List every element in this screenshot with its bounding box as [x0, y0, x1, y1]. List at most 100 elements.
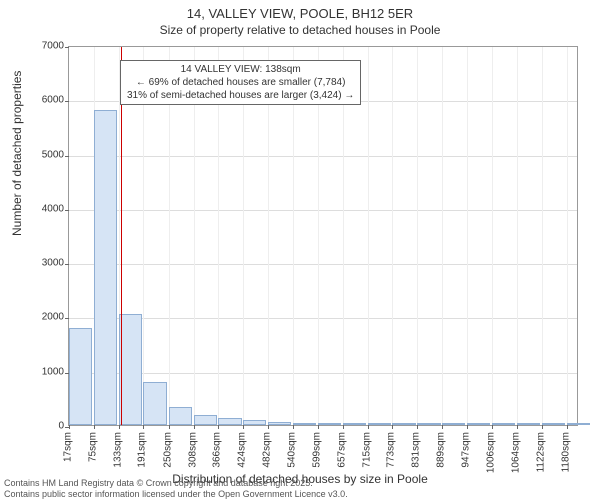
x-tick-mark [417, 425, 418, 429]
x-tick-label: 831sqm [411, 432, 422, 468]
histogram-bar [69, 328, 92, 425]
y-tick-mark [65, 156, 69, 157]
x-tick-mark [368, 425, 369, 429]
x-tick-label: 17sqm [63, 432, 74, 462]
x-tick-label: 540sqm [286, 432, 297, 468]
chart-title-line2: Size of property relative to detached ho… [0, 21, 600, 37]
x-tick-label: 773sqm [386, 432, 397, 468]
x-tick-mark [567, 425, 568, 429]
y-tick-label: 0 [24, 421, 64, 432]
y-tick-mark [65, 318, 69, 319]
footer-line1: Contains HM Land Registry data © Crown c… [4, 478, 348, 489]
x-tick-mark [94, 425, 95, 429]
gridline-v [442, 47, 443, 425]
y-tick-mark [65, 264, 69, 265]
annotation-line3: 31% of semi-detached houses are larger (… [127, 89, 354, 102]
x-tick-mark [442, 425, 443, 429]
y-tick-label: 5000 [24, 149, 64, 160]
x-tick-label: 191sqm [137, 432, 148, 468]
gridline-v [567, 47, 568, 425]
gridline-v [492, 47, 493, 425]
x-tick-mark [318, 425, 319, 429]
x-tick-label: 1064sqm [510, 432, 521, 473]
gridline-v [517, 47, 518, 425]
histogram-bar [218, 418, 241, 425]
gridline-h [69, 210, 577, 211]
y-axis-label: Number of detached properties [10, 71, 24, 236]
chart-container: 14, VALLEY VIEW, POOLE, BH12 5ER Size of… [0, 0, 600, 500]
x-tick-label: 1122sqm [535, 432, 546, 472]
histogram-bar [243, 420, 266, 425]
histogram-bar [194, 415, 217, 425]
histogram-bar [318, 423, 341, 425]
x-tick-label: 133sqm [112, 432, 123, 468]
histogram-bar [94, 110, 117, 425]
x-tick-mark [517, 425, 518, 429]
histogram-bar [542, 423, 565, 425]
histogram-bar [567, 423, 590, 425]
x-tick-label: 308sqm [187, 432, 198, 468]
gridline-h [69, 318, 577, 319]
x-tick-mark [492, 425, 493, 429]
histogram-bar [368, 423, 391, 425]
gridline-v [392, 47, 393, 425]
y-tick-label: 3000 [24, 258, 64, 269]
x-tick-label: 482sqm [261, 432, 272, 468]
gridline-v [417, 47, 418, 425]
x-tick-label: 424sqm [237, 432, 248, 468]
chart-title-line1: 14, VALLEY VIEW, POOLE, BH12 5ER [0, 0, 600, 21]
x-tick-label: 715sqm [361, 432, 372, 468]
x-tick-label: 250sqm [162, 432, 173, 468]
annotation-line1: 14 VALLEY VIEW: 138sqm [127, 63, 354, 76]
x-tick-label: 599sqm [312, 432, 323, 468]
gridline-v [368, 47, 369, 425]
x-tick-mark [243, 425, 244, 429]
annotation-line2: ← 69% of detached houses are smaller (7,… [127, 76, 354, 89]
footer-attribution: Contains HM Land Registry data © Crown c… [4, 478, 348, 500]
x-tick-mark [392, 425, 393, 429]
histogram-bar [392, 423, 415, 425]
y-tick-label: 1000 [24, 366, 64, 377]
gridline-v [542, 47, 543, 425]
gridline-v [467, 47, 468, 425]
y-tick-mark [65, 47, 69, 48]
x-tick-mark [143, 425, 144, 429]
histogram-bar [517, 423, 540, 425]
y-tick-mark [65, 210, 69, 211]
x-tick-mark [69, 425, 70, 429]
x-tick-mark [169, 425, 170, 429]
x-tick-mark [194, 425, 195, 429]
x-tick-label: 657sqm [336, 432, 347, 468]
x-tick-mark [268, 425, 269, 429]
x-tick-label: 947sqm [460, 432, 471, 468]
y-tick-mark [65, 101, 69, 102]
y-tick-label: 4000 [24, 203, 64, 214]
footer-line2: Contains public sector information licen… [4, 489, 348, 500]
histogram-bar [293, 423, 316, 425]
x-tick-mark [542, 425, 543, 429]
gridline-h [69, 264, 577, 265]
histogram-bar [119, 314, 142, 425]
histogram-bar [417, 423, 440, 425]
histogram-bar [442, 423, 465, 425]
gridline-h [69, 156, 577, 157]
histogram-bar [343, 423, 366, 425]
annotation-box: 14 VALLEY VIEW: 138sqm← 69% of detached … [120, 60, 361, 105]
x-tick-label: 889sqm [436, 432, 447, 468]
x-tick-label: 366sqm [212, 432, 223, 468]
histogram-bar [143, 382, 166, 425]
x-tick-mark [119, 425, 120, 429]
y-tick-label: 7000 [24, 41, 64, 52]
x-tick-label: 1180sqm [560, 432, 571, 472]
x-tick-mark [343, 425, 344, 429]
histogram-bar [467, 423, 490, 425]
x-tick-mark [218, 425, 219, 429]
histogram-bar [169, 407, 192, 425]
gridline-h [69, 373, 577, 374]
x-tick-mark [293, 425, 294, 429]
x-tick-mark [467, 425, 468, 429]
histogram-bar [492, 423, 515, 425]
plot-area: 14 VALLEY VIEW: 138sqm← 69% of detached … [68, 46, 578, 426]
x-tick-label: 1006sqm [486, 432, 497, 473]
histogram-bar [268, 422, 291, 425]
